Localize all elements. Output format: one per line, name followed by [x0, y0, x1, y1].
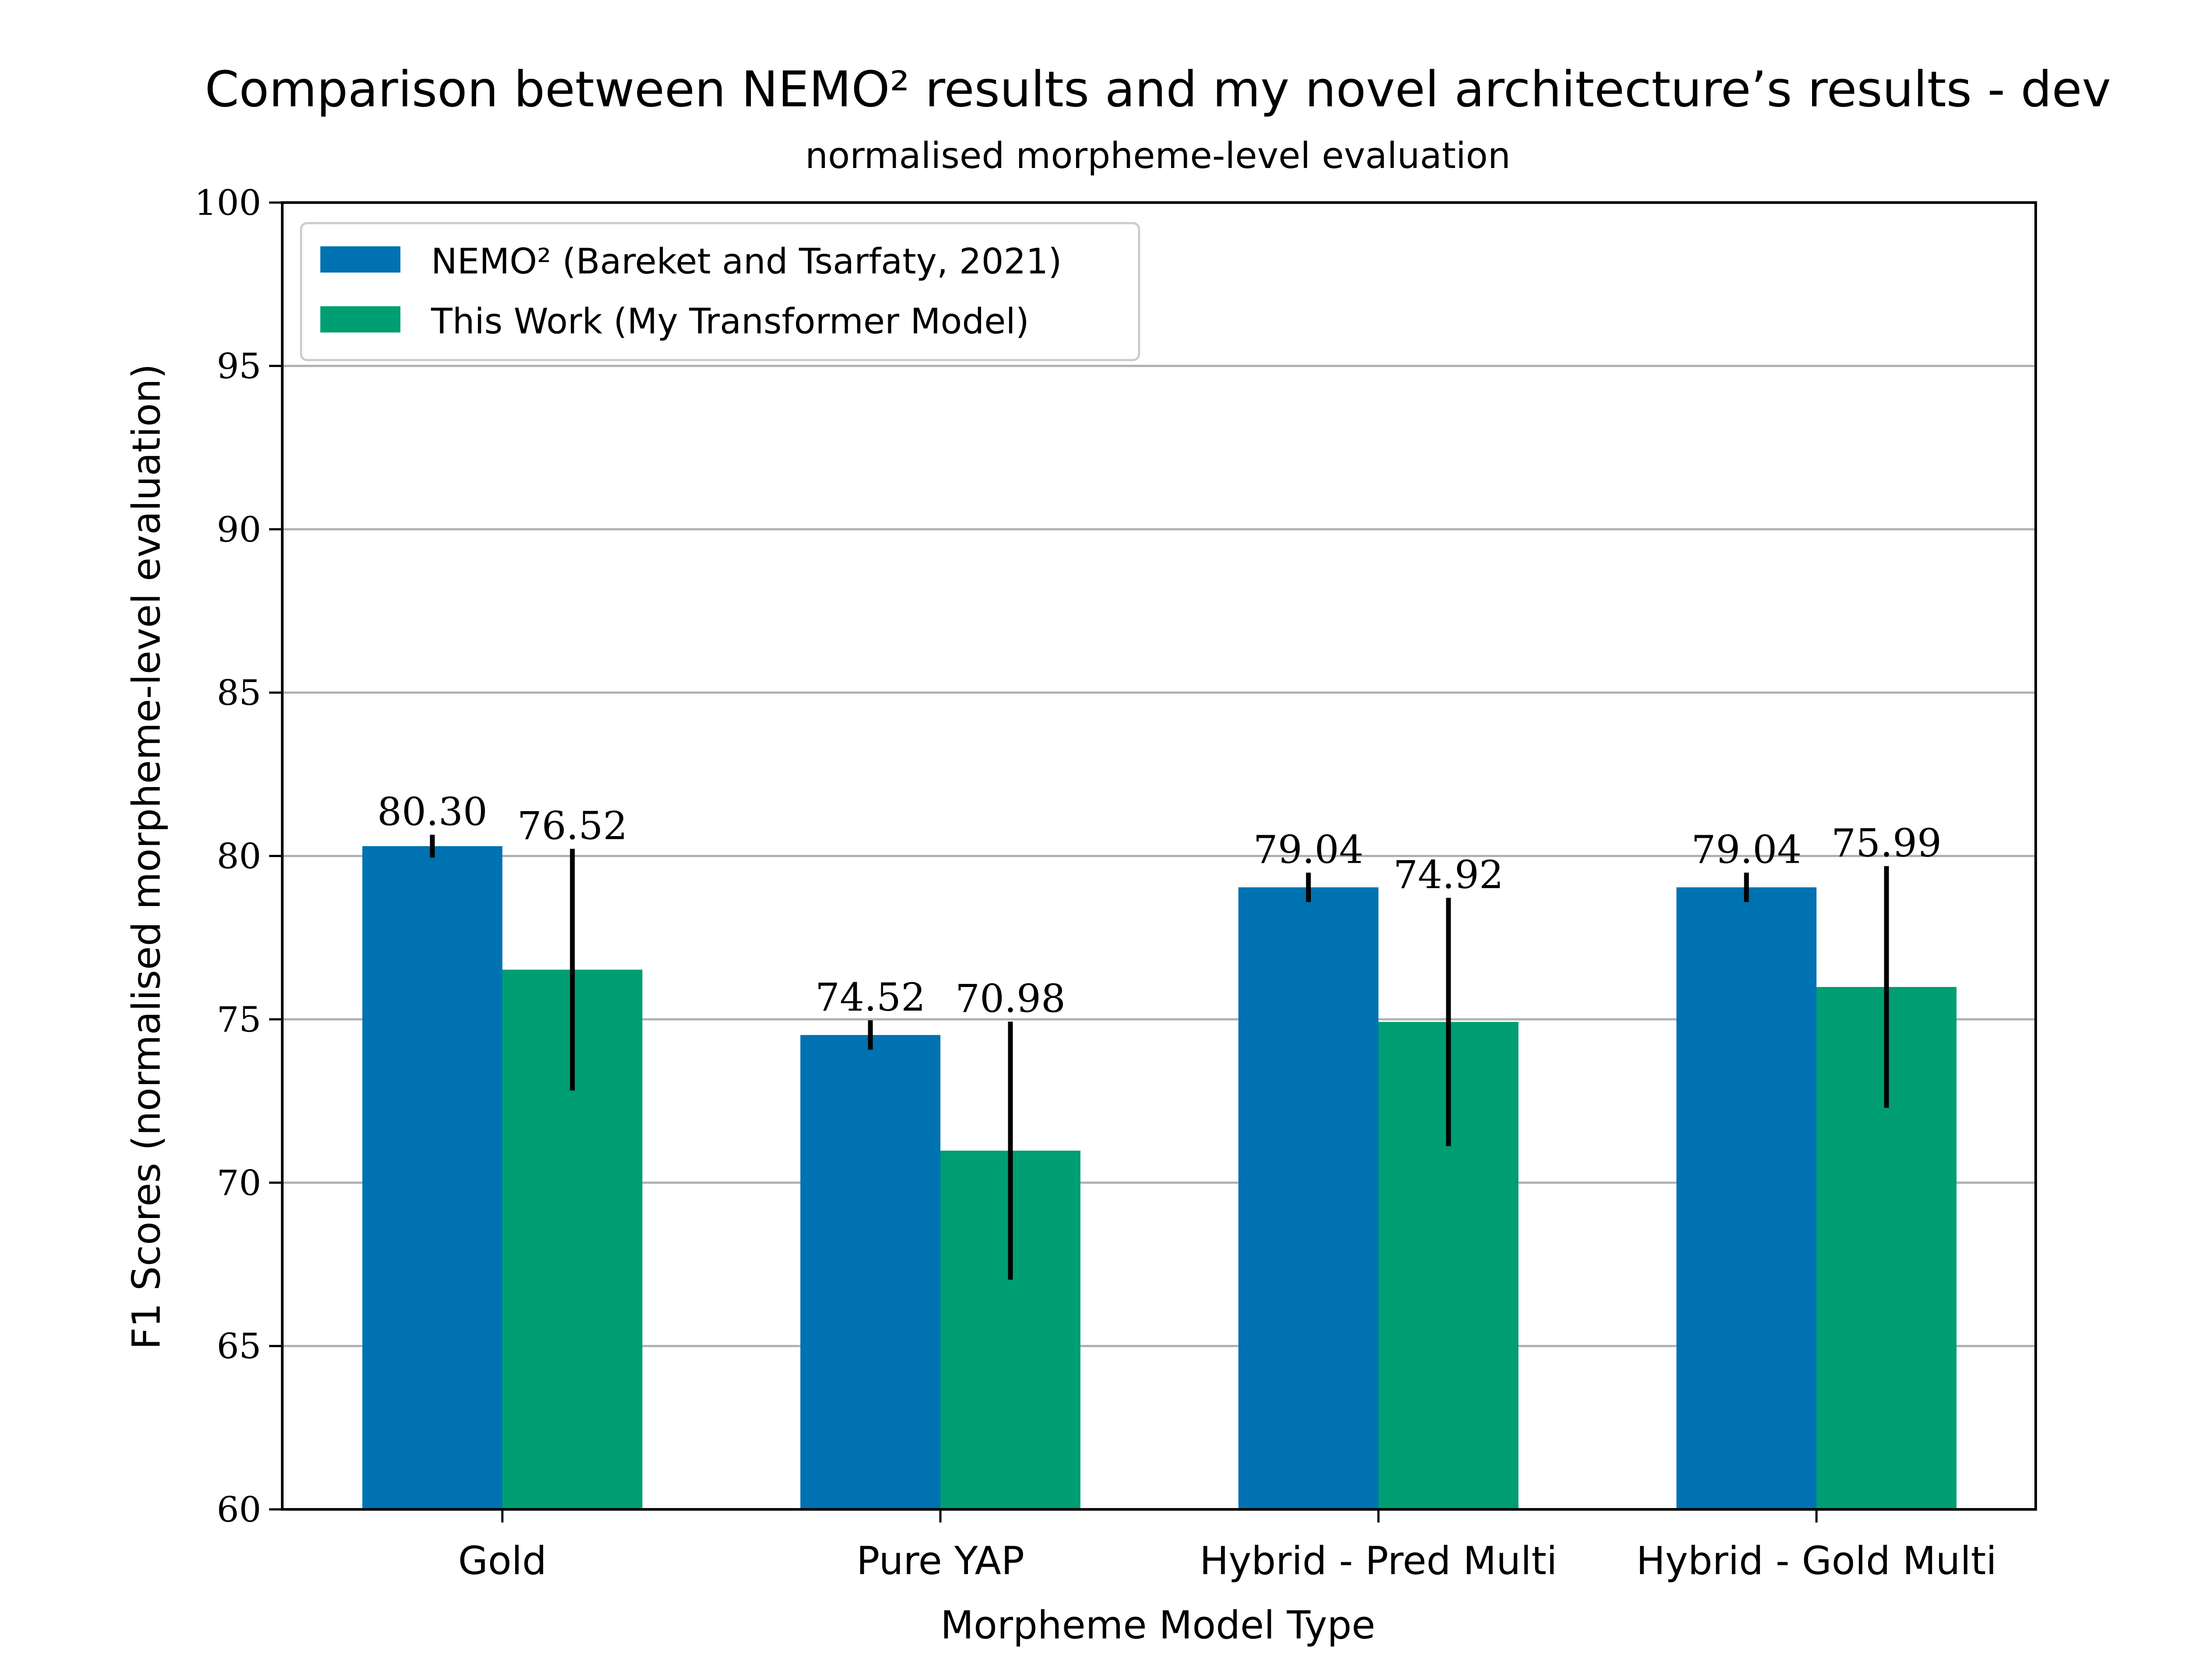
y-tick-label: 90 [217, 509, 261, 550]
data-label: 79.04 [1253, 827, 1364, 872]
y-axis: 60 65 70 75 80 85 90 95 100 [194, 182, 282, 1530]
legend-label-nemo: NEMO² (Bareket and Tsarfaty, 2021) [431, 241, 1062, 282]
legend-box [300, 222, 1140, 361]
bar-nemo-0 [362, 846, 502, 1509]
data-label: 74.92 [1393, 852, 1504, 897]
x-tick-label: Hybrid - Gold Multi [1636, 1538, 1997, 1583]
bar-nemo-2 [1238, 887, 1378, 1509]
legend: NEMO² (Bareket and Tsarfaty, 2021) This … [300, 222, 1140, 361]
y-tick-label: 65 [217, 1326, 261, 1367]
chart-subtitle: normalised morpheme-level evaluation [805, 135, 1511, 177]
error-bars [430, 834, 1889, 1280]
data-label: 74.52 [815, 975, 926, 1020]
y-tick-label: 95 [217, 346, 261, 386]
y-tick-label: 100 [194, 182, 261, 223]
data-label: 75.99 [1831, 821, 1942, 866]
bars [362, 846, 1957, 1509]
y-axis-label: F1 Scores (normalised morpheme-level eva… [124, 364, 169, 1349]
y-tick-label: 75 [217, 999, 261, 1040]
x-axis-label: Morpheme Model Type [940, 1603, 1375, 1648]
data-label: 79.04 [1691, 827, 1802, 872]
legend-swatch-this-work [320, 306, 400, 332]
y-tick-label: 60 [217, 1489, 261, 1530]
x-tick-label: Pure YAP [856, 1538, 1024, 1583]
x-tick-label: Gold [458, 1538, 547, 1583]
y-tick-label: 80 [217, 836, 261, 877]
y-tick-label: 85 [217, 672, 261, 713]
bar-nemo-3 [1676, 887, 1816, 1509]
data-label: 76.52 [517, 803, 628, 848]
legend-label-this-work: This Work (My Transformer Model) [431, 301, 1029, 342]
data-label: 70.98 [955, 976, 1066, 1021]
x-tick-label: Hybrid - Pred Multi [1199, 1538, 1557, 1583]
chart-title: Comparison between NEMO² results and my … [205, 61, 2111, 118]
x-axis: Gold Pure YAP Hybrid - Pred Multi Hybrid - … [458, 1509, 1997, 1583]
y-tick-label: 70 [217, 1162, 261, 1203]
legend-swatch-nemo [320, 246, 400, 273]
data-labels: 80.30 76.52 74.52 70.98 79.04 74.92 79.04 75.99 [377, 789, 1942, 1021]
data-label: 80.30 [377, 789, 487, 834]
bar-nemo-1 [800, 1035, 940, 1509]
